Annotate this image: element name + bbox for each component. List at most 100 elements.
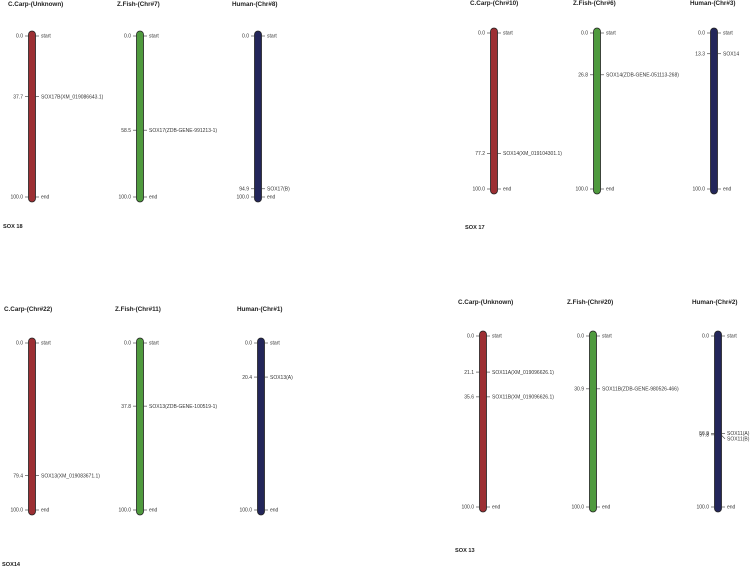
- chromosome-c-carp: C.Carp-(Unknown) 0.0 start 37.7 SOX17B(XM_01…: [8, 1, 104, 203]
- marker-position: 13.3: [695, 51, 705, 57]
- marker-label: start: [606, 31, 616, 37]
- marker-label: end: [606, 187, 615, 193]
- chromosome-human: Human-(Chr#3) 0.0 start 13.3 SOX14 100.0 end: [690, 0, 739, 195]
- chromosome-title: Human-(Chr#8): [232, 1, 277, 8]
- marker-label: start: [41, 341, 51, 347]
- marker-position: 0.0: [581, 31, 588, 37]
- chromosome-title: C.Carp-(Unknown): [458, 299, 513, 306]
- marker-position: 30.9: [574, 387, 584, 393]
- marker-label: SOX11(A): [727, 431, 750, 437]
- panel-3: SOX 13 C.Carp-(Unknown) 0.0 start 21.1 SOX11A…: [455, 299, 750, 554]
- chromosome-title: Z.Fish-(Chr#11): [115, 306, 161, 313]
- marker-position: 100.0: [575, 187, 588, 193]
- marker-position: 0.0: [698, 31, 705, 37]
- marker-label: end: [723, 187, 732, 193]
- marker-position: 100.0: [571, 505, 584, 511]
- chromosome-title: C.Carp-(Unknown): [8, 1, 63, 8]
- panel-label: SOX 18: [3, 224, 23, 230]
- chromosome-title: C.Carp-(Chr#22): [4, 306, 52, 313]
- panel-label: SOX 13: [455, 548, 475, 554]
- marker-position: 0.0: [242, 34, 249, 40]
- chromosome-bar: [254, 30, 262, 203]
- marker-position: 77.2: [475, 151, 485, 157]
- chromosome-title: Z.Fish-(Chr#7): [117, 1, 160, 8]
- marker-position: 0.0: [702, 334, 709, 340]
- marker-label: start: [149, 341, 159, 347]
- marker-position: 0.0: [478, 31, 485, 37]
- marker-label: start: [727, 334, 737, 340]
- marker-label: end: [270, 508, 279, 514]
- marker-label: end: [41, 508, 50, 514]
- marker-label: start: [41, 34, 51, 40]
- panel-label: SOX14: [2, 562, 21, 568]
- marker-position: 56.9: [699, 431, 709, 437]
- marker-position: 94.9: [239, 186, 249, 192]
- marker-label: SOX17B(XM_019086643.1): [41, 94, 104, 100]
- chromosome-bar: [28, 30, 36, 203]
- marker-label: SOX14(XM_019104301.1): [503, 151, 562, 157]
- chromosome-title: Human-(Chr#3): [690, 0, 735, 7]
- marker-position: 100.0: [236, 195, 249, 201]
- marker-label: start: [602, 334, 612, 340]
- marker-label: SOX14(ZDB-GENE-051113-268): [606, 73, 679, 79]
- marker-position: 0.0: [245, 341, 252, 347]
- marker-label: SOX17(ZDB-GENE-991213-1): [149, 128, 217, 134]
- marker-label: end: [149, 508, 158, 514]
- marker-position: 100.0: [696, 505, 709, 511]
- panel-2: SOX14 C.Carp-(Chr#22) 0.0 start 79.4 SOX13(XM…: [2, 306, 293, 568]
- marker-label: end: [267, 195, 276, 201]
- marker-label: SOX11B(XM_019096626.1): [492, 395, 554, 401]
- marker-tick-right: [720, 434, 726, 440]
- marker-position: 100.0: [239, 508, 252, 514]
- marker-label: end: [41, 195, 50, 201]
- marker-position: 0.0: [16, 34, 23, 40]
- marker-position: 0.0: [577, 334, 584, 340]
- marker-label: start: [267, 34, 277, 40]
- marker-position: 0.0: [16, 341, 23, 347]
- chromosome-bar: [593, 27, 601, 195]
- marker-label: start: [503, 31, 513, 37]
- marker-label: start: [492, 334, 502, 340]
- marker-position: 0.0: [124, 34, 131, 40]
- chromosome-bar: [136, 30, 144, 203]
- panel-0: SOX 18 C.Carp-(Unknown) 0.0 start 37.7 SOX17B…: [3, 1, 290, 230]
- marker-position: 37.7: [13, 94, 23, 100]
- marker-position: 100.0: [692, 187, 705, 193]
- chromosome-bar: [490, 27, 498, 195]
- marker-label: end: [503, 187, 512, 193]
- marker-position: 0.0: [124, 341, 131, 347]
- chromosome-title: Z.Fish-(Chr#6): [573, 0, 616, 7]
- marker-label: end: [149, 195, 158, 201]
- marker-position: 37.8: [121, 404, 131, 410]
- chromosome-title: Human-(Chr#1): [237, 306, 282, 313]
- marker-label: start: [149, 34, 159, 40]
- chromosome-bar: [589, 330, 597, 513]
- marker-label: start: [723, 31, 733, 37]
- marker-position: 100.0: [10, 508, 23, 514]
- chromosome-z-fish: Z.Fish-(Chr#7) 0.0 start 58.5 SOX17(ZDB-GENE…: [117, 1, 217, 203]
- marker-label: SOX11B(ZDB-GENE-980526-466): [602, 387, 679, 393]
- chromosome-bar: [136, 337, 144, 516]
- marker-position: 20.4: [242, 375, 252, 381]
- chromosome-title: Human-(Chr#2): [692, 299, 737, 306]
- chromosome-c-carp: C.Carp-(Chr#22) 0.0 start 79.4 SOX13(XM_0190…: [4, 306, 100, 516]
- marker-position: 57.8: [699, 433, 709, 439]
- chromosome-z-fish: Z.Fish-(Chr#6) 0.0 start 26.8 SOX14(ZDB-GENE…: [573, 0, 679, 195]
- marker-position: 100.0: [118, 195, 131, 201]
- marker-position: 21.1: [464, 370, 474, 376]
- chromosome-title: Z.Fish-(Chr#20): [567, 299, 613, 306]
- chromosome-human: Human-(Chr#1) 0.0 start 20.4 SOX13(A) 100.0 en…: [237, 306, 293, 516]
- chromosome-human: Human-(Chr#2) 0.0 start 56.9 SOX11(A) 57.8 SOX…: [692, 299, 750, 513]
- marker-position: 79.4: [13, 473, 23, 479]
- chromosome-bar: [479, 330, 487, 513]
- marker-label: start: [270, 341, 280, 347]
- marker-position: 100.0: [461, 505, 474, 511]
- marker-position: 100.0: [10, 195, 23, 201]
- chromosome-c-carp: C.Carp-(Chr#10) 0.0 start 77.2 SOX14(XM_0191…: [470, 0, 562, 195]
- marker-label: SOX11A(XM_019096626.1): [492, 370, 554, 376]
- chromosome-z-fish: Z.Fish-(Chr#11) 0.0 start 37.8 SOX13(ZDB-GEN…: [115, 306, 217, 516]
- marker-label: SOX13(ZDB-GENE-100519-1): [149, 404, 217, 410]
- marker-position: 100.0: [472, 187, 485, 193]
- marker-label: SOX14: [723, 51, 739, 57]
